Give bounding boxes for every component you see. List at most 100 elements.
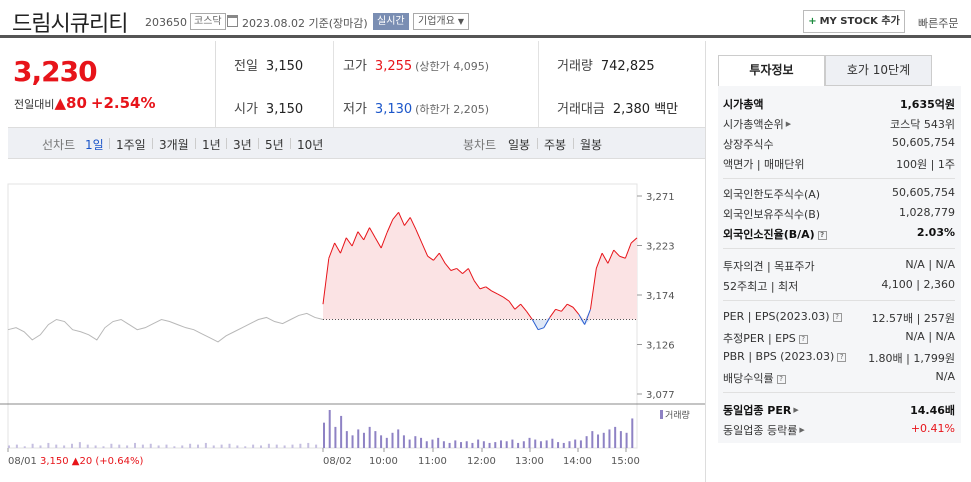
prev-close-value: 3,150: [265, 59, 304, 74]
volume-bar: [260, 445, 262, 448]
volume-bar: [78, 442, 81, 448]
volume-bar: [351, 435, 354, 448]
company-info-dropdown[interactable]: 기업개요 ▼: [413, 13, 469, 30]
price-segment: [572, 306, 580, 315]
period-3y[interactable]: 3년: [233, 138, 252, 152]
prev-day-summary: 3,150 ▲20 (+0.64%): [40, 456, 143, 467]
candle-weekly[interactable]: 주봉: [544, 138, 567, 152]
help-icon[interactable]: ?: [837, 353, 847, 362]
low-value: 3,130: [374, 102, 413, 117]
market-cap-label: 시가총액: [723, 98, 764, 111]
volume-bar: [539, 441, 542, 448]
divider: [723, 392, 955, 393]
foreign-limit-row: 외국인한도주식수(A) 50,605,754: [723, 186, 955, 202]
candle-daily[interactable]: 일봉: [508, 138, 531, 152]
tab-invest-info[interactable]: 투자정보: [718, 55, 825, 86]
plus-icon: +: [808, 16, 817, 27]
volume-bar: [437, 437, 440, 448]
period-1d[interactable]: 1일: [85, 138, 104, 152]
volume-bar: [141, 444, 144, 448]
volume-bar: [31, 443, 34, 448]
est-per-row: 추정PER | EPS? N/A | N/A: [723, 330, 955, 346]
y-tick-label: 3,077: [646, 390, 675, 401]
price-segment: [473, 280, 481, 290]
price-segment: [433, 252, 440, 261]
volume-bar: [499, 440, 502, 448]
est-per-value: N/A | N/A: [905, 330, 955, 343]
foreign-hold-row: 외국인보유주식수(B) 1,028,779: [723, 206, 955, 222]
high-label: 고가: [343, 59, 367, 74]
volume-bars: [8, 410, 634, 448]
period-3m[interactable]: 3개월: [159, 138, 189, 152]
x-tick-label: 14:00: [563, 456, 592, 467]
help-icon[interactable]: ?: [832, 313, 842, 322]
volume-bar: [181, 445, 184, 448]
volume-label: 거래량: [557, 59, 593, 74]
volume-bar: [619, 431, 622, 448]
candle-monthly[interactable]: 월봉: [580, 138, 603, 152]
prev-close: 전일 3,150: [234, 55, 303, 74]
volume-bar: [557, 442, 560, 448]
price-segment: [555, 308, 562, 312]
price-segment: [514, 303, 522, 310]
my-stock-label: MY STOCK 추가: [819, 16, 900, 27]
dividend-row: 배당수익률? N/A: [723, 370, 955, 386]
period-5y[interactable]: 5년: [265, 138, 284, 152]
divider: [109, 138, 110, 149]
volume-bar: [534, 439, 537, 448]
sector-per-value: 14.46배: [910, 404, 955, 417]
per-row: PER | EPS(2023.03)? 12.57배 | 257원: [723, 310, 955, 325]
volume-bar: [448, 442, 451, 448]
down-area: [323, 319, 637, 330]
price-segment: [485, 286, 492, 292]
volume-bar: [236, 445, 239, 448]
my-stock-add-button[interactable]: + MY STOCK 추가: [803, 10, 905, 33]
price-segment: [607, 249, 615, 264]
high-value: 3,255: [374, 59, 413, 74]
open-label: 시가: [234, 102, 258, 117]
up-area: [323, 212, 637, 320]
price-segment: [537, 327, 545, 331]
volume-bar: [414, 436, 417, 448]
foreign-hold-label: 외국인보유주식수(B): [723, 208, 821, 221]
par-row: 액면가 | 매매단위 100원 | 1주: [723, 156, 955, 172]
volume-bar: [197, 444, 199, 448]
volume-bar: [465, 441, 468, 448]
volume-bar: [568, 441, 571, 448]
prev-day-line: [7, 312, 324, 343]
period-10y[interactable]: 10년: [297, 138, 324, 152]
volume-bar: [275, 444, 278, 448]
tab-order-book[interactable]: 호가 10단계: [825, 55, 932, 86]
period-1y[interactable]: 1년: [202, 138, 221, 152]
volume-bar: [482, 441, 485, 448]
price-chart[interactable]: 3,271 3,223 3,174 3,126 3,077 08/01 08/02 10:00…: [0, 160, 705, 482]
volume-bar: [126, 445, 129, 448]
volume-bar: [55, 444, 58, 448]
sector-per-label: 동일업종 PER: [723, 404, 792, 417]
help-icon[interactable]: ?: [817, 231, 827, 240]
volume-bar: [212, 445, 215, 448]
volume-bar: [522, 441, 525, 448]
x-tick-label: 11:00: [418, 456, 447, 467]
volume-bar: [39, 445, 42, 448]
help-icon[interactable]: ?: [798, 335, 808, 344]
volume-bar: [315, 444, 318, 448]
quick-order-link[interactable]: 빠른주문: [918, 17, 959, 30]
volume-bar: [102, 446, 105, 448]
price-segment: [386, 219, 394, 233]
volume-bar: [425, 441, 428, 448]
price-segment: [328, 242, 336, 259]
period-1w[interactable]: 1주일: [116, 138, 146, 152]
prev-day-close: 3,150 ▲20 (+0.64%): [40, 456, 143, 467]
current-price-box: 3,230 전일대비▲80 +2.54%: [8, 41, 216, 127]
volume-legend-swatch: [660, 410, 663, 419]
volume-bar: [23, 446, 26, 448]
volume-bar: [267, 443, 270, 448]
price-segment: [421, 242, 429, 257]
price-segment: [561, 303, 568, 312]
realtime-button[interactable]: 실시간: [373, 13, 409, 30]
invest-info-body: 시가총액 1,635억원 시가총액순위 ▶ 코스닥 543위 상장주식수 50,605,…: [718, 86, 961, 443]
help-icon[interactable]: ?: [776, 375, 786, 384]
high-price: 고가 3,255 (상한가 4,095): [343, 55, 489, 74]
divider: [333, 41, 334, 127]
